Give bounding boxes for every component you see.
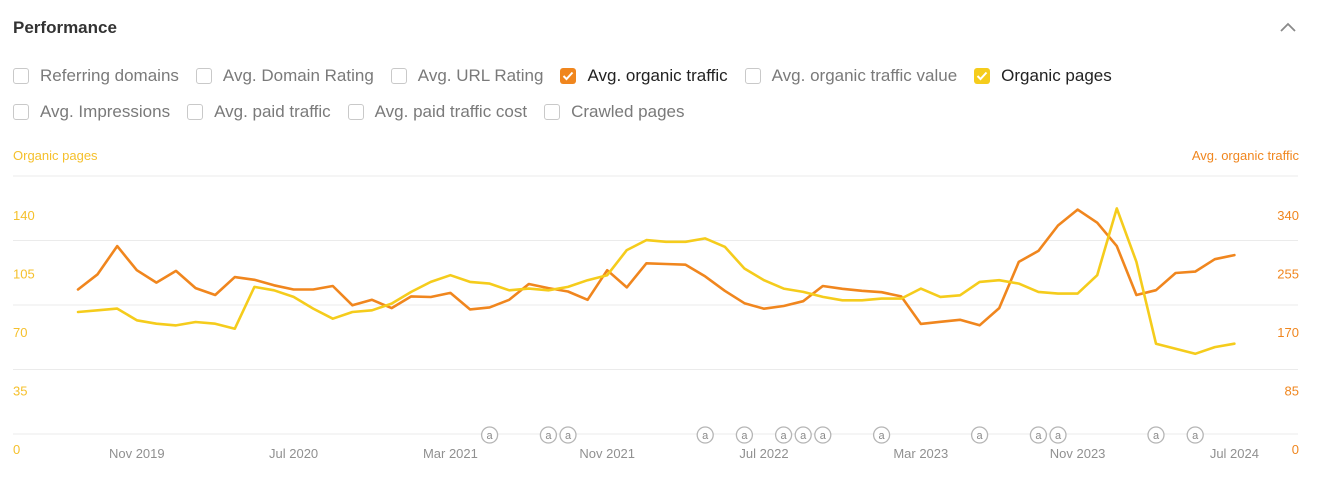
metric-label: Avg. Impressions bbox=[40, 102, 171, 121]
svg-text:a: a bbox=[1055, 430, 1062, 442]
metric-label: Crawled pages bbox=[571, 102, 685, 121]
svg-text:a: a bbox=[820, 430, 827, 442]
checkbox-unchecked-icon[interactable] bbox=[13, 104, 29, 120]
metric-checkbox-avg-organic-traffic-value[interactable]: Avg. organic traffic value bbox=[744, 66, 958, 86]
checkbox-unchecked-icon[interactable] bbox=[13, 68, 29, 84]
checkbox-checked-icon[interactable] bbox=[974, 68, 991, 84]
checkbox-unchecked-icon[interactable] bbox=[390, 68, 407, 84]
performance-chart: 0 35 70 105 140 0 85 170 255 340 Nov 2019 Jul 2020 M… bbox=[13, 175, 1299, 461]
x-axis-label: Mar 2023 bbox=[893, 446, 948, 461]
x-axis-label: Jul 2022 bbox=[739, 446, 788, 461]
svg-text:a: a bbox=[977, 430, 984, 442]
right-tick-label: 0 bbox=[1292, 442, 1299, 457]
x-axis-label: Nov 2019 bbox=[109, 446, 165, 461]
x-axis-label: Jul 2024 bbox=[1210, 446, 1259, 461]
metric-checkbox-row-1: Referring domains Avg. Domain Rating Avg. … bbox=[13, 66, 1129, 86]
svg-text:a: a bbox=[487, 430, 494, 442]
metric-checkbox-avg-paid-traffic[interactable]: Avg. paid traffic bbox=[187, 102, 331, 122]
right-tick-label: 170 bbox=[1277, 325, 1299, 340]
right-tick-label: 340 bbox=[1277, 208, 1299, 223]
svg-text:a: a bbox=[702, 430, 709, 442]
metric-label: Organic pages bbox=[1001, 66, 1112, 85]
svg-text:a: a bbox=[565, 430, 572, 442]
left-axis-title: Organic pages bbox=[13, 148, 98, 163]
checkbox-checked-icon[interactable] bbox=[560, 68, 577, 84]
left-tick-label: 35 bbox=[13, 384, 27, 399]
metric-label: Avg. paid traffic cost bbox=[374, 102, 528, 121]
metric-label: Avg. Domain Rating bbox=[222, 66, 374, 85]
metric-label: Avg. organic traffic value bbox=[771, 66, 958, 85]
right-tick-label: 255 bbox=[1277, 267, 1299, 282]
metric-label: Avg. organic traffic bbox=[587, 66, 728, 85]
left-tick-label: 140 bbox=[13, 208, 35, 223]
annotation-marker-icon[interactable]: a bbox=[1186, 426, 1204, 444]
series-line-avg-organic-traffic bbox=[76, 208, 1236, 327]
left-tick-label: 70 bbox=[13, 325, 27, 340]
svg-text:a: a bbox=[800, 430, 807, 442]
svg-text:a: a bbox=[879, 430, 886, 442]
right-tick-label: 85 bbox=[1285, 384, 1299, 399]
x-axis-label: Jul 2020 bbox=[269, 446, 318, 461]
metric-checkbox-referring-domains[interactable]: Referring domains bbox=[13, 66, 179, 86]
annotation-marker-icon[interactable]: a bbox=[774, 426, 793, 444]
left-tick-label: 105 bbox=[13, 267, 35, 282]
x-axis-label: Nov 2023 bbox=[1050, 446, 1106, 461]
metric-checkbox-row-2: Avg. Impressions Avg. paid traffic Avg. pa… bbox=[13, 102, 702, 122]
metric-checkbox-avg-impressions[interactable]: Avg. Impressions bbox=[13, 102, 170, 122]
metric-label: Avg. paid traffic bbox=[214, 102, 331, 121]
annotation-marker-icon[interactable]: a bbox=[480, 426, 499, 444]
metric-checkbox-avg-organic-traffic[interactable]: Avg. organic traffic bbox=[560, 66, 728, 86]
annotation-marker-icon[interactable]: a bbox=[1049, 426, 1067, 444]
annotation-marker-icon[interactable]: a bbox=[735, 426, 754, 444]
svg-text:a: a bbox=[545, 430, 552, 442]
annotation-marker-icon[interactable]: a bbox=[559, 426, 577, 444]
annotation-marker-icon[interactable]: a bbox=[970, 426, 989, 444]
svg-text:a: a bbox=[741, 430, 748, 442]
panel-title: Performance bbox=[13, 18, 117, 37]
annotation-marker-icon[interactable]: a bbox=[872, 426, 891, 444]
metric-checkbox-crawled-pages[interactable]: Crawled pages bbox=[544, 102, 685, 122]
x-axis-label: Nov 2021 bbox=[579, 446, 635, 461]
svg-text:a: a bbox=[781, 430, 788, 442]
metric-label: Avg. URL Rating bbox=[417, 66, 544, 85]
svg-text:a: a bbox=[1153, 430, 1160, 442]
checkbox-unchecked-icon[interactable] bbox=[195, 68, 212, 84]
metric-checkbox-avg-domain-rating[interactable]: Avg. Domain Rating bbox=[195, 66, 374, 86]
metric-checkbox-avg-paid-traffic-cost[interactable]: Avg. paid traffic cost bbox=[347, 102, 528, 122]
annotation-marker-icon[interactable]: a bbox=[539, 426, 558, 444]
annotation-marker-icon[interactable]: a bbox=[794, 426, 812, 444]
svg-text:a: a bbox=[1192, 430, 1199, 442]
left-tick-label: 0 bbox=[13, 442, 20, 457]
annotation-marker-icon[interactable]: a bbox=[1147, 426, 1165, 444]
annotation-marker-icon[interactable]: a bbox=[1029, 426, 1048, 444]
x-axis-label: Mar 2021 bbox=[423, 446, 478, 461]
checkbox-unchecked-icon[interactable] bbox=[744, 68, 761, 84]
annotation-marker-icon[interactable]: a bbox=[814, 426, 832, 444]
chevron-up-icon[interactable] bbox=[1278, 18, 1298, 38]
checkbox-unchecked-icon[interactable] bbox=[187, 104, 204, 120]
metric-checkbox-organic-pages[interactable]: Organic pages bbox=[974, 66, 1112, 86]
checkbox-unchecked-icon[interactable] bbox=[544, 104, 561, 120]
metric-label: Referring domains bbox=[40, 66, 179, 85]
svg-text:a: a bbox=[1035, 430, 1042, 442]
right-axis-title: Avg. organic traffic bbox=[1191, 148, 1299, 163]
annotation-marker-icon[interactable]: a bbox=[696, 426, 714, 444]
metric-checkbox-avg-url-rating[interactable]: Avg. URL Rating bbox=[390, 66, 544, 86]
series-line-organic-pages bbox=[76, 207, 1236, 356]
checkbox-unchecked-icon[interactable] bbox=[347, 104, 364, 120]
